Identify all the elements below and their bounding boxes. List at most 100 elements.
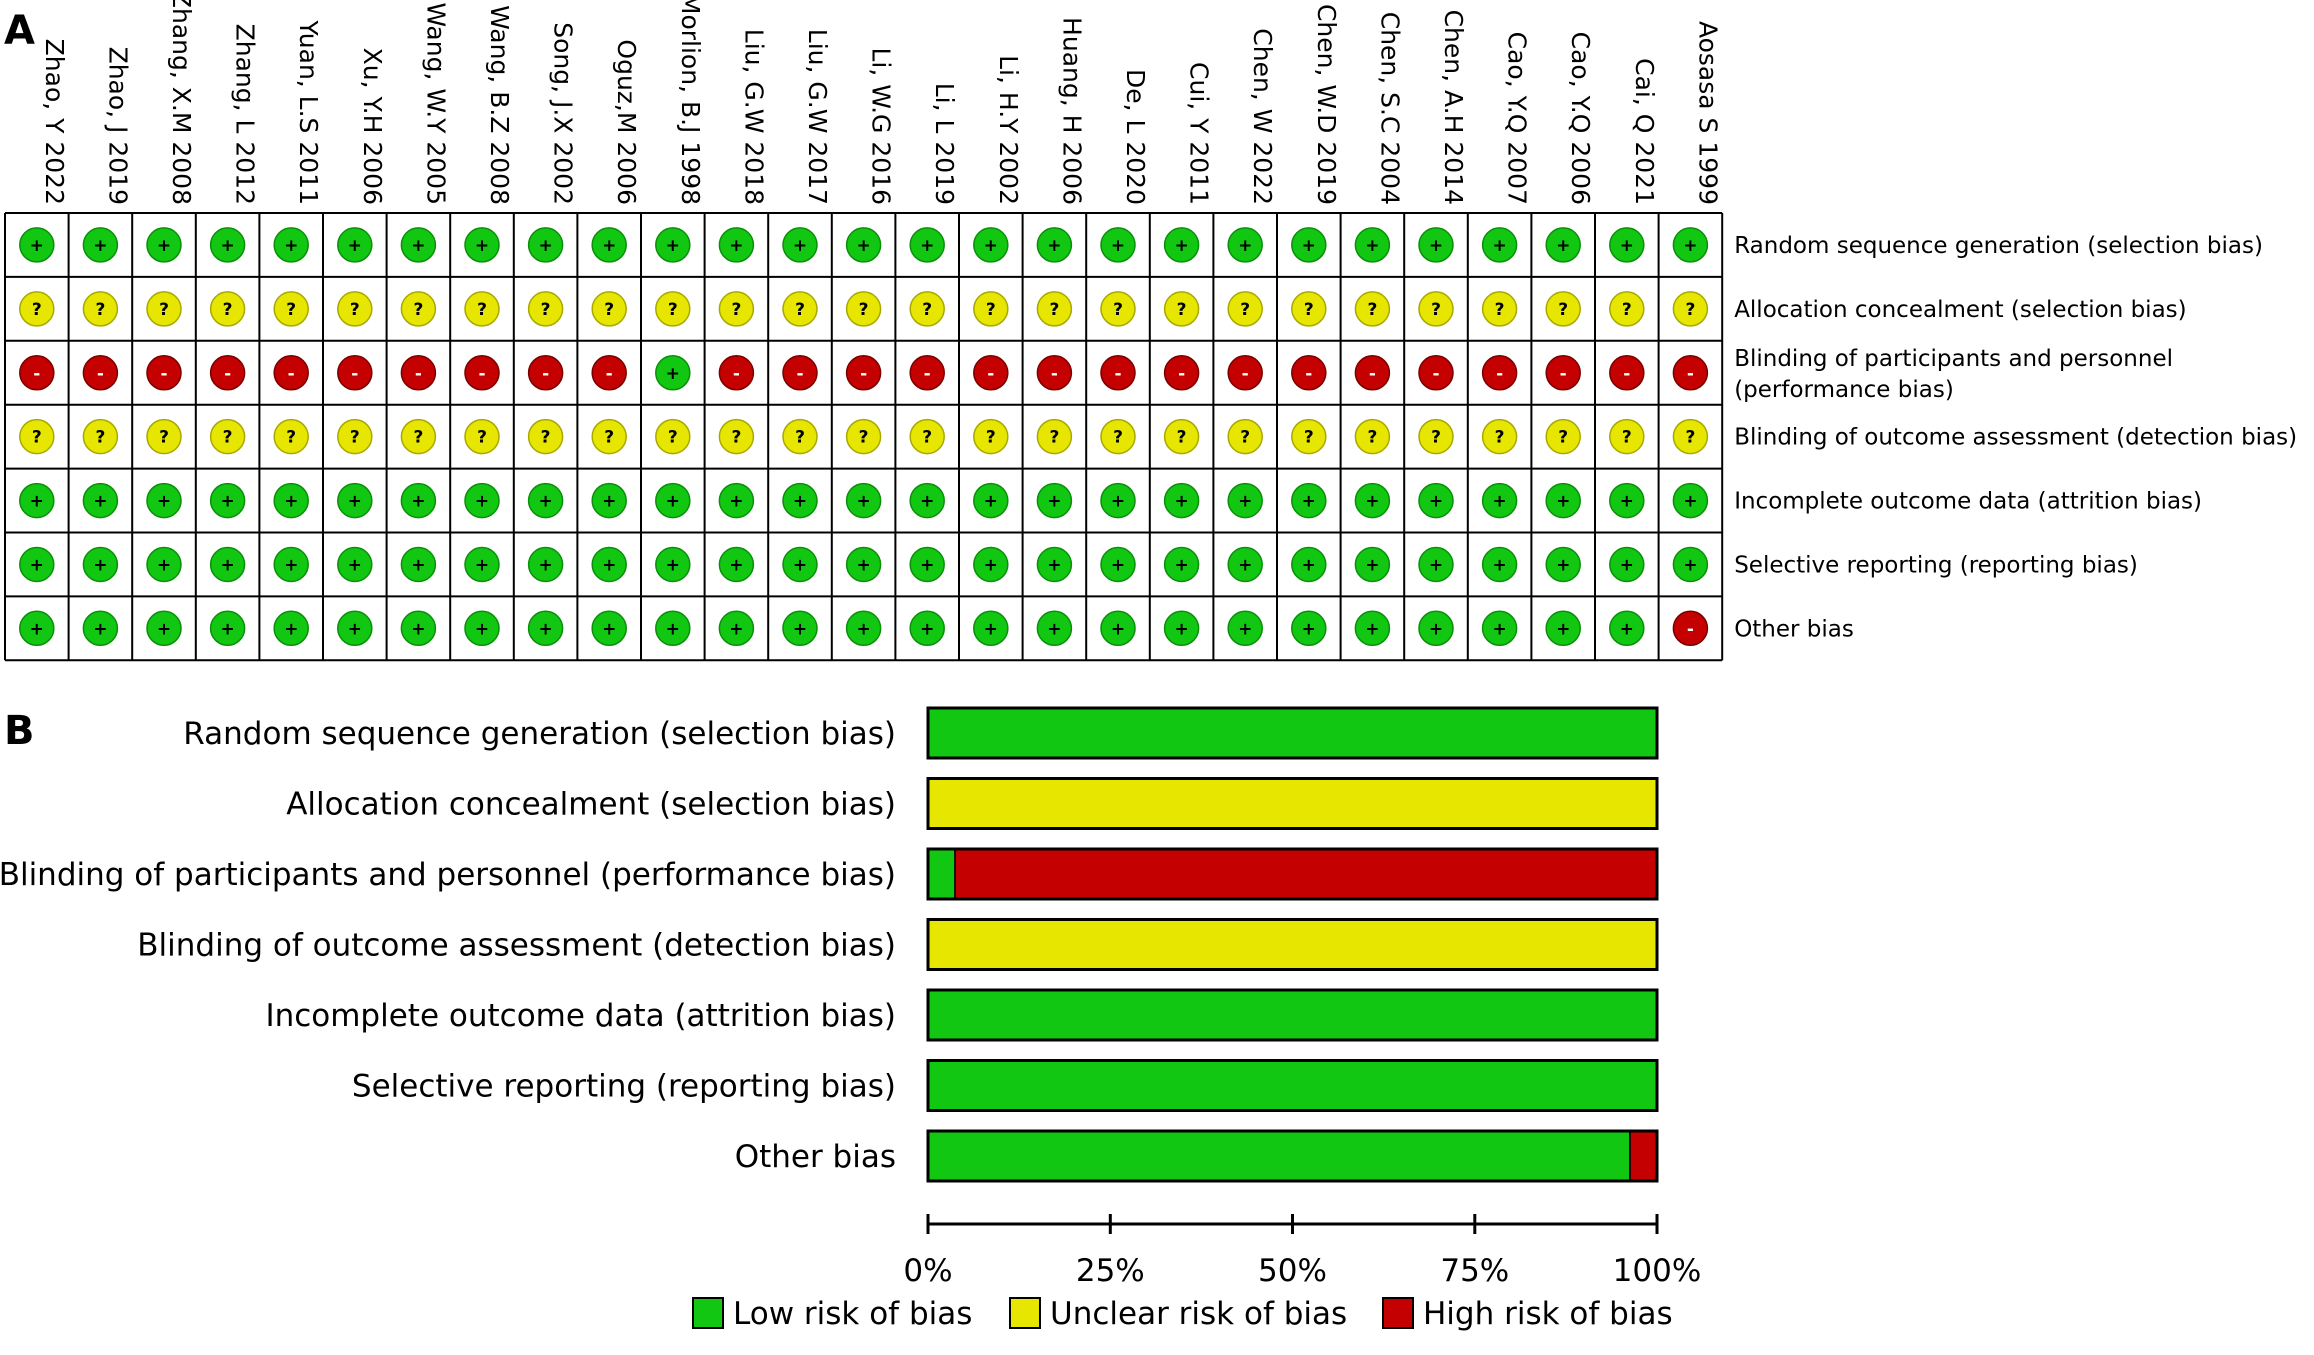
legend-swatch-low [692, 1297, 724, 1329]
judgement-symbol: + [1174, 236, 1188, 256]
judgement-low-icon [400, 546, 437, 583]
judgement-symbol: ? [1431, 300, 1441, 320]
judgement-symbol: ? [1495, 428, 1505, 448]
judgement-low-icon [1545, 546, 1581, 583]
judgement-unclear-icon [973, 291, 1009, 327]
judgement-low-icon [973, 546, 1009, 583]
judgement-low-icon [209, 546, 246, 583]
judgement-unclear-icon [527, 291, 564, 327]
judgement-low-icon [1227, 610, 1263, 647]
judgement-low-icon [1100, 482, 1136, 519]
judgement-low-icon [845, 227, 882, 263]
judgement-symbol: + [856, 236, 870, 256]
judgement-low-icon [527, 227, 564, 263]
judgement-low-icon [1481, 546, 1518, 583]
category-label: Allocation concealment (selection bias) [286, 787, 896, 823]
category-label: Random sequence generation (selection bi… [183, 716, 896, 752]
domain-label: Selective reporting (reporting bias) [1734, 553, 2138, 579]
judgement-symbol: ? [286, 428, 296, 448]
judgement-symbol: - [860, 364, 867, 384]
study-label: Oguz,M 2006 [612, 39, 641, 205]
judgement-symbol: + [348, 492, 362, 512]
bar-outline [926, 706, 1659, 760]
judgement-low-icon [1354, 546, 1391, 583]
judgement-symbol: + [93, 236, 107, 256]
judgement-low-icon [1481, 610, 1518, 647]
judgement-unclear-icon [1609, 291, 1645, 327]
judgement-low-icon [146, 546, 182, 583]
category-label: Blinding of participants and personnel (… [0, 857, 896, 893]
judgement-symbol: + [475, 556, 489, 576]
judgement-symbol: + [284, 492, 298, 512]
judgement-unclear-icon [1354, 291, 1391, 327]
judgement-symbol: + [30, 236, 44, 256]
judgement-unclear-icon [1100, 418, 1136, 455]
judgement-symbol: ? [1622, 428, 1632, 448]
judgement-symbol: + [1174, 492, 1188, 512]
category-label: Selective reporting (reporting bias) [352, 1069, 896, 1105]
judgement-symbol: ? [541, 428, 551, 448]
study-label: Yuan, L.S 2011 [294, 19, 323, 205]
judgement-low-icon [146, 610, 182, 647]
judgement-low-icon [400, 482, 437, 519]
x-tick-label: 25% [1076, 1253, 1145, 1289]
judgement-symbol: - [1051, 364, 1058, 384]
study-label: Song, J.X 2002 [549, 22, 578, 205]
judgement-low-icon [1545, 482, 1581, 519]
judgement-low-icon [1163, 610, 1200, 647]
judgement-low-icon [845, 610, 882, 647]
judgement-low-icon [1418, 482, 1454, 519]
category-label: Other bias [735, 1139, 896, 1175]
judgement-low-icon [273, 227, 309, 263]
judgement-symbol: ? [95, 428, 105, 448]
judgement-high-icon [527, 355, 564, 391]
judgement-low-icon [718, 227, 755, 263]
study-label: Chen, A.H 2014 [1439, 10, 1468, 205]
category-label: Incomplete outcome data (attrition bias) [265, 998, 896, 1034]
judgement-low-icon [1036, 546, 1073, 583]
judgement-symbol: + [30, 619, 44, 639]
judgement-symbol: ? [32, 300, 42, 320]
judgement-high-icon [1418, 355, 1454, 391]
judgement-symbol: ? [32, 428, 42, 448]
bar-outline [926, 918, 1659, 971]
judgement-symbol: ? [859, 300, 869, 320]
judgement-unclear-icon [973, 418, 1009, 455]
judgement-symbol: + [157, 556, 171, 576]
judgement-unclear-icon [337, 291, 373, 327]
judgement-low-icon [782, 546, 818, 583]
judgement-symbol: + [348, 556, 362, 576]
judgement-low-icon [1227, 227, 1263, 263]
judgement-low-icon [1672, 227, 1709, 263]
judgement-symbol: ? [1685, 300, 1695, 320]
judgement-high-icon [845, 355, 882, 391]
judgement-symbol: ? [1622, 300, 1632, 320]
judgement-low-icon [1545, 227, 1581, 263]
bar-high [1629, 1130, 1658, 1182]
judgement-low-icon [1418, 546, 1454, 583]
judgement-symbol: + [1302, 619, 1316, 639]
judgement-low-icon [273, 482, 309, 519]
judgement-symbol: + [1111, 236, 1125, 256]
judgement-high-icon [1100, 355, 1136, 391]
judgement-symbol: + [1492, 556, 1506, 576]
judgement-symbol: + [1111, 556, 1125, 576]
judgement-symbol: + [1429, 619, 1443, 639]
judgement-symbol: - [1496, 364, 1503, 384]
panel-a-label: A [4, 8, 35, 54]
study-label: Cui, Y 2011 [1185, 62, 1214, 205]
judgement-low-icon [464, 227, 500, 263]
judgement-unclear-icon [1036, 291, 1073, 327]
judgement-low-icon [1481, 227, 1518, 263]
judgement-low-icon [591, 227, 627, 263]
judgement-low-icon [1354, 227, 1391, 263]
judgement-symbol: + [30, 556, 44, 576]
judgement-symbol: + [602, 236, 616, 256]
judgement-low-icon [591, 482, 627, 519]
judgement-symbol: + [1492, 619, 1506, 639]
study-label: Wang, W.Y 2005 [421, 2, 450, 205]
judgement-symbol: - [1305, 364, 1312, 384]
judgement-symbol: + [1238, 236, 1252, 256]
judgement-unclear-icon [591, 418, 627, 455]
judgement-symbol: + [1556, 556, 1570, 576]
